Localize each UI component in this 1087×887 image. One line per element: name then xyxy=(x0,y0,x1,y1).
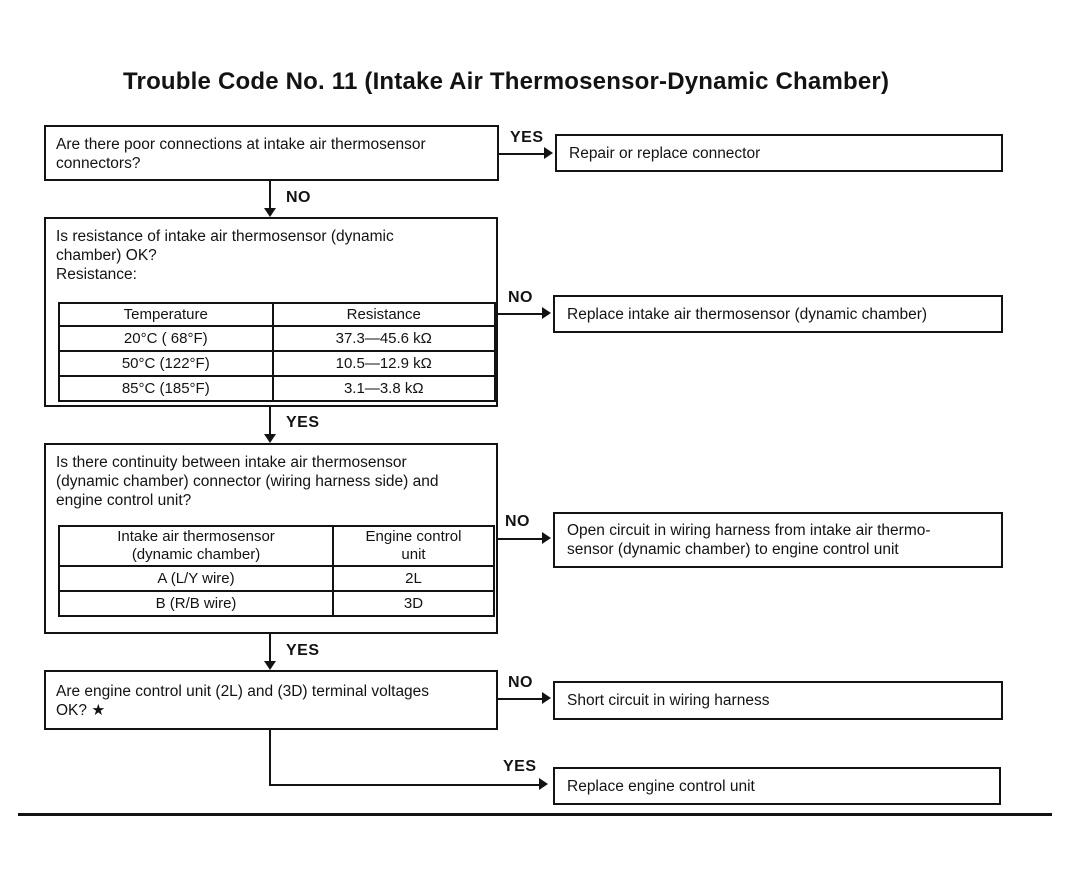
arrow-right-icon xyxy=(542,307,551,319)
table-row: Intake air thermosensor (dynamic chamber… xyxy=(58,525,495,567)
arrow-right-icon xyxy=(539,778,548,790)
connector-line xyxy=(498,538,544,540)
question-text: connectors? xyxy=(56,155,141,172)
connector-line xyxy=(269,181,271,210)
table-header-temperature: Temperature xyxy=(58,302,274,327)
table-cell: 20°C ( 68°F) xyxy=(58,325,274,352)
table-row: B (R/B wire) 3D xyxy=(58,590,495,617)
arrow-down-icon xyxy=(264,661,276,670)
table-header-thermosensor: Intake air thermosensor (dynamic chamber… xyxy=(58,525,334,567)
connector-line xyxy=(499,153,547,155)
table-header-ecu: Engine control unit xyxy=(332,525,495,567)
table-cell: 3D xyxy=(332,590,495,617)
connector-line xyxy=(498,313,544,315)
question-text: Resistance: xyxy=(56,266,137,283)
question-text: (dynamic chamber) connector (wiring harn… xyxy=(56,473,439,490)
arrow-down-icon xyxy=(264,434,276,443)
question-text: Is resistance of intake air thermosensor… xyxy=(56,228,394,245)
action-box-repair-connector: Repair or replace connector xyxy=(555,134,1003,172)
action-box-open-circuit: Open circuit in wiring harness from inta… xyxy=(553,512,1003,568)
table-row: 50°C (122°F) 10.5—12.9 kΩ xyxy=(58,350,497,377)
table-row: Temperature Resistance xyxy=(58,302,497,327)
branch-label-yes-3: YES xyxy=(284,642,322,660)
resistance-table: Temperature Resistance 20°C ( 68°F) 37.3… xyxy=(58,302,497,402)
question-text: engine control unit? xyxy=(56,492,192,509)
action-text: Open circuit in wiring harness from inta… xyxy=(567,522,931,539)
action-text: sensor (dynamic chamber) to engine contr… xyxy=(567,541,899,558)
table-cell: 10.5—12.9 kΩ xyxy=(271,350,497,377)
question-text: Is there continuity between intake air t… xyxy=(56,454,407,471)
arrow-right-icon xyxy=(542,692,551,704)
table-row: A (L/Y wire) 2L xyxy=(58,565,495,592)
connector-line xyxy=(269,730,271,786)
table-cell: A (L/Y wire) xyxy=(58,565,334,592)
table-cell: 3.1—3.8 kΩ xyxy=(271,375,497,402)
branch-label-no-3: NO xyxy=(503,513,532,531)
connector-line xyxy=(269,784,541,786)
question-box-connections: Are there poor connections at intake air… xyxy=(44,125,499,181)
table-cell: 85°C (185°F) xyxy=(58,375,274,402)
question-text: OK? ★ xyxy=(56,702,106,719)
branch-label-yes-2: YES xyxy=(284,414,322,432)
action-text: Replace intake air thermosensor (dynamic… xyxy=(567,305,928,323)
table-row: 20°C ( 68°F) 37.3—45.6 kΩ xyxy=(58,325,497,352)
question-box-continuity: Is there continuity between intake air t… xyxy=(44,443,498,634)
connector-line xyxy=(269,407,271,436)
arrow-right-icon xyxy=(544,147,553,159)
branch-label-no-1: NO xyxy=(284,189,313,207)
page-divider xyxy=(18,813,1052,816)
question-box-voltage: Are engine control unit (2L) and (3D) te… xyxy=(44,670,498,730)
action-text: Replace engine control unit xyxy=(567,777,755,795)
action-box-short-circuit: Short circuit in wiring harness xyxy=(553,681,1003,720)
table-cell: 2L xyxy=(332,565,495,592)
table-header-line: Engine control xyxy=(365,528,462,545)
action-box-replace-ecu: Replace engine control unit xyxy=(553,767,1001,805)
question-text: Are there poor connections at intake air… xyxy=(56,136,426,153)
table-header-resistance: Resistance xyxy=(271,302,497,327)
branch-label-yes-1: YES xyxy=(508,129,546,147)
page-title: Trouble Code No. 11 (Intake Air Thermose… xyxy=(123,68,890,95)
connector-line xyxy=(269,634,271,663)
arrow-right-icon xyxy=(542,532,551,544)
connector-line xyxy=(498,698,544,700)
table-header-line: Intake air thermosensor xyxy=(117,528,275,545)
branch-label-no-4: NO xyxy=(506,674,535,692)
action-text: Repair or replace connector xyxy=(569,144,761,162)
branch-label-yes-4: YES xyxy=(501,758,539,776)
question-text: Are engine control unit (2L) and (3D) te… xyxy=(56,683,430,700)
table-header-line: unit xyxy=(401,546,426,563)
table-row: 85°C (185°F) 3.1—3.8 kΩ xyxy=(58,375,497,402)
action-text: Short circuit in wiring harness xyxy=(567,692,770,709)
question-text: chamber) OK? xyxy=(56,247,157,264)
table-header-line: (dynamic chamber) xyxy=(131,546,261,563)
table-cell: 50°C (122°F) xyxy=(58,350,274,377)
action-box-replace-thermosensor: Replace intake air thermosensor (dynamic… xyxy=(553,295,1003,333)
arrow-down-icon xyxy=(264,208,276,217)
table-cell: 37.3—45.6 kΩ xyxy=(271,325,497,352)
branch-label-no-2: NO xyxy=(506,289,535,307)
table-cell: B (R/B wire) xyxy=(58,590,334,617)
continuity-table: Intake air thermosensor (dynamic chamber… xyxy=(58,525,495,617)
question-box-resistance: Is resistance of intake air thermosensor… xyxy=(44,217,498,407)
